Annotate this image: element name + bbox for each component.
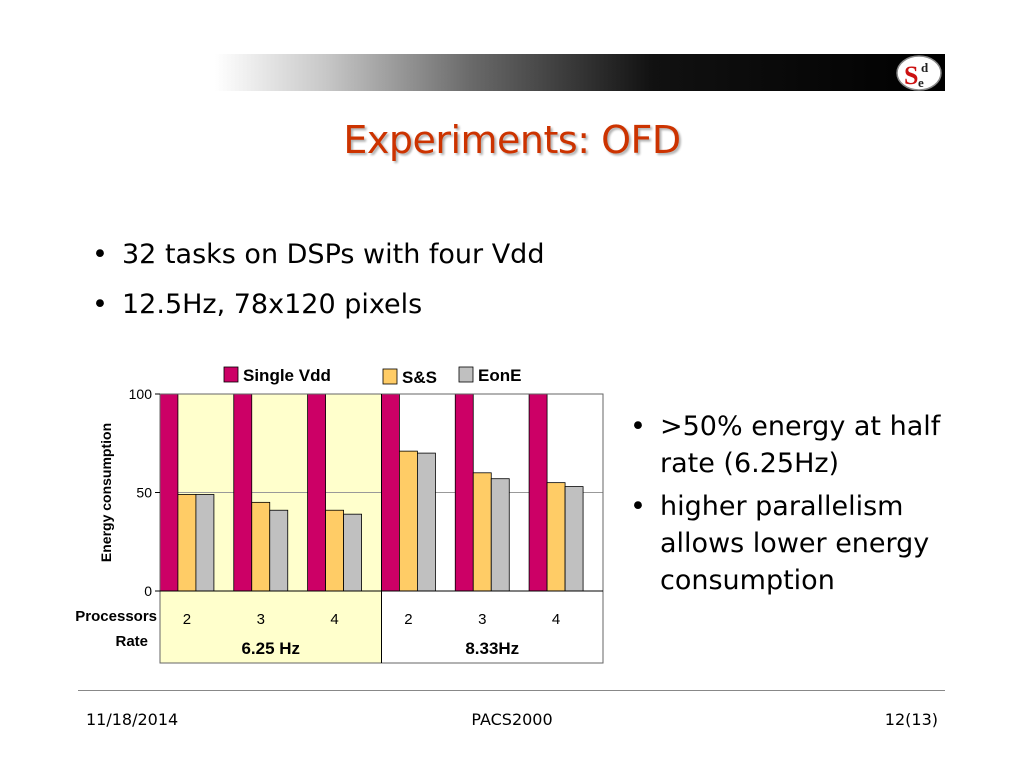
footer-title: PACS2000 [471,710,553,729]
processors-tick-label: 4 [552,611,560,628]
bar [528,393,548,592]
header-gradient-band [215,54,945,91]
legend-swatch [223,366,239,383]
rate-group-label: 8.33Hz [465,639,519,658]
bar [325,509,344,592]
bar [343,513,362,592]
y-axis-label: Energy consumption [98,423,114,562]
legend-label: Single Vdd [243,366,331,385]
bar [564,486,584,592]
rate-group-label: 6.25 Hz [241,639,300,658]
bar [381,393,400,592]
y-tick-label: 100 [129,386,153,402]
legend-label: S&S [402,368,437,387]
bullet-item: higher parallelism allows lower energy c… [624,488,964,599]
sde-logo: S d e [896,55,942,91]
processors-tick-label: 4 [330,611,338,628]
svg-text:d: d [921,60,929,75]
processors-tick-label: 3 [478,611,486,628]
bar [195,494,215,592]
bar [399,450,418,592]
bar [159,393,179,592]
bar [417,452,436,592]
footer-page-number: 12(13) [884,710,938,729]
footer-date: 11/18/2014 [86,710,179,729]
svg-text:S: S [904,61,918,90]
legend-label: EonE [478,366,521,385]
processors-tick-label: 3 [257,611,265,628]
processors-tick-label: 2 [404,611,412,628]
legend-swatch [382,368,398,385]
bar [472,472,492,592]
rate-row-label: Rate [115,633,148,650]
bar [177,494,197,592]
bullet-item: 12.5Hz, 78x120 pixels [86,280,544,330]
bullet-item: >50% energy at half rate (6.25Hz) [624,408,964,482]
legend-swatch [458,366,474,383]
bullet-item: 32 tasks on DSPs with four Vdd [86,230,544,280]
bar [269,509,289,592]
bar [233,393,253,592]
bar [490,478,510,592]
energy-bar-chart: 0 50 100 Energy consumption 2 3 4 6.25 Hz 2 3 4 8.3… [75,366,604,664]
bar [454,393,474,592]
top-bullet-list: 32 tasks on DSPs with four Vdd 12.5Hz, 7… [86,230,544,330]
side-bullet-list: >50% energy at half rate (6.25Hz) higher… [624,408,964,605]
footer-divider [78,690,945,691]
processors-tick-label: 2 [183,611,191,628]
processors-row-label: Processors [75,608,157,625]
bar [251,501,271,592]
y-tick-label: 0 [144,583,152,599]
bar [546,482,566,592]
slide-title: Experiments: OFD [343,118,681,162]
svg-text:e: e [918,75,924,90]
bar [307,393,326,592]
y-tick-label: 50 [136,485,152,501]
